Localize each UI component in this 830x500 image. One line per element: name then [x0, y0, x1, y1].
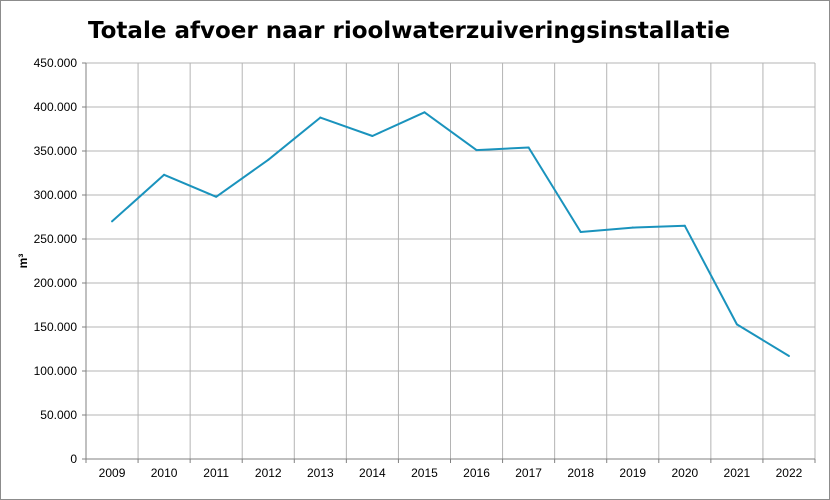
x-tick-label: 2014	[359, 466, 386, 480]
x-tick-label: 2010	[151, 466, 178, 480]
data-point	[787, 355, 790, 358]
y-tick-label: 450.000	[34, 56, 78, 70]
x-tick-label: 2015	[411, 466, 438, 480]
data-point	[631, 226, 634, 229]
x-tick-label: 2012	[255, 466, 282, 480]
data-point	[267, 158, 270, 161]
data-point	[371, 135, 374, 138]
data-point	[579, 230, 582, 233]
chart-title: Totale afvoer naar rioolwaterzuiveringsi…	[88, 18, 731, 44]
y-tick-label: 50.000	[40, 408, 77, 422]
y-tick-label: 0	[70, 452, 77, 466]
x-tick-label: 2022	[776, 466, 803, 480]
data-point	[111, 220, 114, 223]
x-tick-label: 2016	[463, 466, 490, 480]
y-axis-title: m³	[16, 254, 30, 269]
series-line	[111, 111, 790, 357]
data-point	[475, 149, 478, 152]
x-tick-label: 2018	[567, 466, 594, 480]
x-tick-label: 2009	[99, 466, 126, 480]
data-point	[215, 195, 218, 198]
y-tick-label: 150.000	[34, 320, 78, 334]
data-point	[735, 323, 738, 326]
x-tick-label: 2020	[671, 466, 698, 480]
x-tick-label: 2011	[203, 466, 229, 480]
y-tick-label: 300.000	[34, 188, 78, 202]
y-tick-label: 250.000	[34, 232, 78, 246]
data-point	[319, 116, 322, 119]
y-tick-label: 350.000	[34, 144, 78, 158]
x-tick-label: 2017	[515, 466, 542, 480]
data-point	[683, 224, 686, 227]
data-point	[527, 146, 530, 149]
data-point	[423, 111, 426, 114]
x-tick-label: 2019	[619, 466, 646, 480]
x-tick-label: 2013	[307, 466, 334, 480]
data-point	[163, 173, 166, 176]
y-tick-label: 100.000	[34, 364, 78, 378]
y-tick-label: 400.000	[34, 100, 78, 114]
y-tick-label: 200.000	[34, 276, 78, 290]
x-tick-label: 2021	[724, 466, 751, 480]
